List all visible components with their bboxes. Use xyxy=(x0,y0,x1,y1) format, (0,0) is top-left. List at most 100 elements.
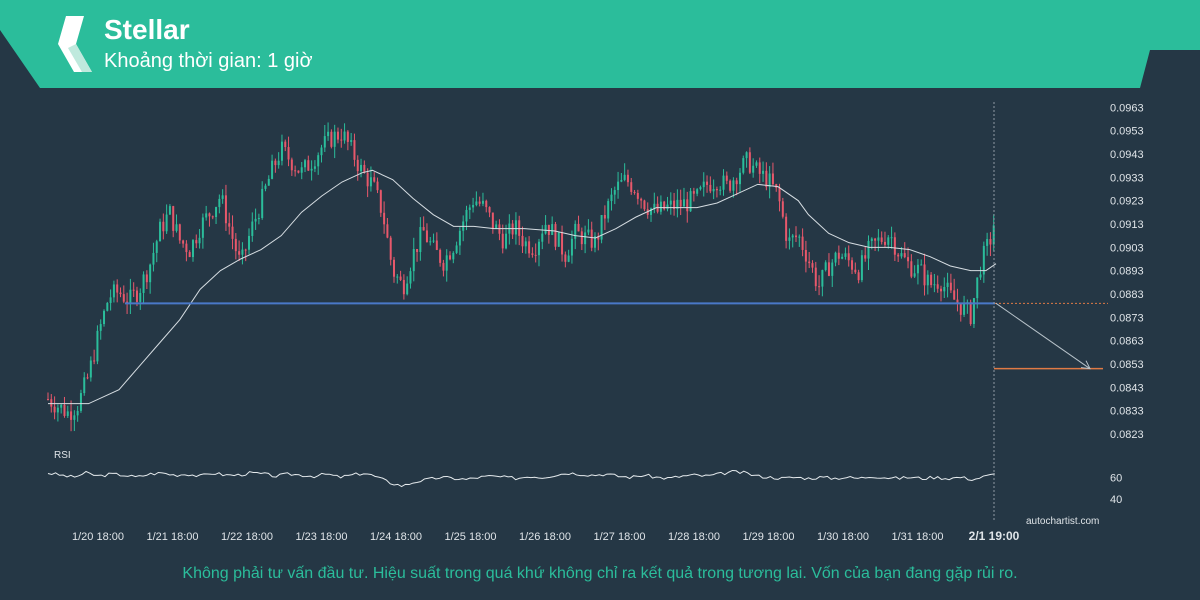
candle-body xyxy=(353,140,356,160)
candle-body xyxy=(594,236,597,248)
candle-body xyxy=(827,262,830,276)
candle-body xyxy=(620,179,623,182)
candle-body xyxy=(534,254,537,256)
candle-body xyxy=(60,404,63,408)
candle-body xyxy=(798,236,801,238)
candle-body xyxy=(264,185,267,189)
x-tick-label: 1/30 18:00 xyxy=(817,531,869,543)
candle-body xyxy=(439,249,442,263)
candle-body xyxy=(702,181,705,188)
candle-body xyxy=(297,170,300,173)
candle-body xyxy=(610,194,613,202)
candle-body xyxy=(109,297,112,303)
candle-body xyxy=(640,198,643,201)
candle-body xyxy=(544,224,547,234)
candle-body xyxy=(831,262,834,276)
candle-body xyxy=(323,136,326,148)
candle-body xyxy=(442,262,445,271)
candle-body xyxy=(584,232,587,245)
candle-body xyxy=(53,406,56,413)
candle-body xyxy=(564,254,567,262)
candle-body xyxy=(758,162,761,174)
x-tick-label: 1/23 18:00 xyxy=(296,531,348,543)
candle-body xyxy=(310,168,313,171)
candle-body xyxy=(218,198,221,208)
candle-body xyxy=(636,193,639,199)
header-band xyxy=(0,0,1200,88)
disclaimer: Không phải tư vấn đầu tư. Hiệu suất tron… xyxy=(182,565,1018,582)
candle-body xyxy=(897,254,900,257)
candle-body xyxy=(650,208,653,215)
candle-body xyxy=(96,330,99,362)
candle-body xyxy=(745,152,748,159)
candle-body xyxy=(261,188,264,219)
candles xyxy=(47,122,995,432)
candle-body xyxy=(409,271,412,284)
candle-body xyxy=(959,303,962,315)
candle-body xyxy=(682,199,685,207)
candle-body xyxy=(785,216,788,241)
candle-body xyxy=(159,221,162,242)
candle-body xyxy=(837,252,840,259)
candle-body xyxy=(488,207,491,213)
candle-body xyxy=(478,201,481,204)
candle-body xyxy=(396,276,399,278)
candle-body xyxy=(491,212,494,229)
candle-body xyxy=(458,230,461,246)
candle-body xyxy=(867,240,870,259)
candle-body xyxy=(930,274,933,286)
candle-body xyxy=(99,324,102,331)
candle-body xyxy=(376,181,379,191)
header-banner: Stellar Khoảng thời gian: 1 giờ xyxy=(0,0,1200,90)
candle-body xyxy=(580,231,583,245)
y-tick-label: 0.0943 xyxy=(1110,149,1144,161)
candle-body xyxy=(485,200,488,208)
candle-body xyxy=(399,276,402,280)
candle-body xyxy=(613,190,616,195)
candle-body xyxy=(201,217,204,238)
candle-body xyxy=(956,299,959,304)
candle-body xyxy=(570,238,573,256)
stellar-logo-icon xyxy=(58,16,92,72)
candle-body xyxy=(70,411,73,420)
candle-body xyxy=(752,165,755,173)
forecast-arrow xyxy=(995,302,1091,370)
candle-body xyxy=(913,273,916,277)
candle-body xyxy=(188,252,191,258)
x-tick-label: 1/25 18:00 xyxy=(445,531,497,543)
candle-body xyxy=(228,223,231,227)
candle-body xyxy=(452,252,455,260)
candle-body xyxy=(607,201,610,219)
candle-body xyxy=(949,282,952,291)
candle-body xyxy=(936,284,939,289)
candle-body xyxy=(755,162,758,166)
candle-body xyxy=(880,237,883,242)
candle-body xyxy=(475,201,478,206)
candle-body xyxy=(221,195,224,199)
x-tick-label: 1/29 18:00 xyxy=(743,531,795,543)
rsi-tick-label: 40 xyxy=(1110,494,1122,506)
candle-body xyxy=(205,213,208,218)
rsi-panel: RSI 60 40 xyxy=(47,450,1122,506)
candle-body xyxy=(86,377,89,379)
candle-body xyxy=(307,160,310,171)
candle-body xyxy=(304,160,307,168)
candle-body xyxy=(290,159,293,171)
candle-body xyxy=(524,241,527,247)
candle-body xyxy=(742,158,745,173)
candle-body xyxy=(386,224,389,238)
x-tick-label: 1/24 18:00 xyxy=(370,531,422,543)
candle-body xyxy=(712,188,715,192)
candle-body xyxy=(152,252,155,265)
candle-body xyxy=(185,243,188,253)
candle-body xyxy=(162,221,165,232)
candle-body xyxy=(363,164,366,173)
candle-body xyxy=(986,239,989,246)
rsi-line xyxy=(47,469,995,488)
candle-body xyxy=(234,238,237,252)
candle-body xyxy=(274,160,277,166)
y-tick-label: 0.0873 xyxy=(1110,312,1144,324)
candle-body xyxy=(989,239,992,245)
candle-body xyxy=(129,289,132,304)
candle-body xyxy=(449,255,452,260)
